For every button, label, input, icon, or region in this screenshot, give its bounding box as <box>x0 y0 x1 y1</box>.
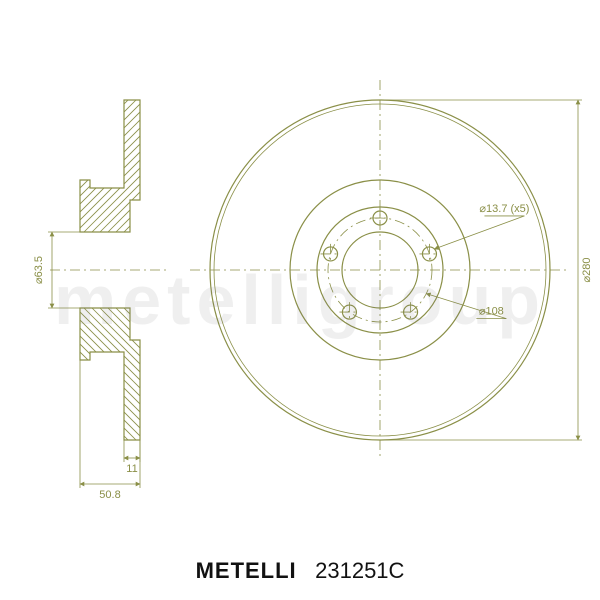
dimension-label: 50.8 <box>99 489 120 501</box>
drawing-stage: ⌀280⌀13.7 (x5)⌀108⌀63.51150.8 metelligro… <box>0 0 600 600</box>
footer: METELLI 231251C <box>0 558 600 584</box>
dimension-label: ⌀13.7 (x5) <box>479 203 529 215</box>
section-outline <box>80 100 140 232</box>
dimension-label: ⌀63.5 <box>33 256 45 284</box>
front-view <box>190 80 570 460</box>
technical-drawing-svg: ⌀280 ⌀13.7 (x5) ⌀108 ⌀63.5 11 50.8 <box>0 0 600 600</box>
section-outline <box>80 308 140 440</box>
dimension-label: ⌀108 <box>479 306 504 318</box>
part-number: 231251C <box>315 558 404 584</box>
dimension-label: 11 <box>126 463 137 475</box>
dimension-leader <box>434 216 524 249</box>
brand-name: METELLI <box>196 558 297 584</box>
dimension-label: ⌀280 <box>581 258 593 283</box>
